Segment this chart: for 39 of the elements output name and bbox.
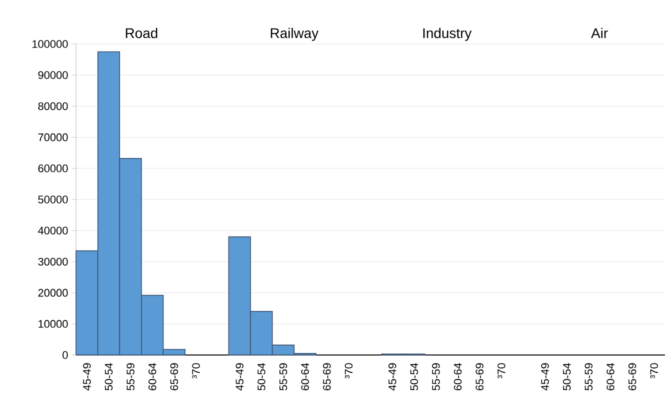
y-tick-label: 60000 [38,164,68,172]
x-tick-label: 50-54 [562,363,571,390]
x-tick-label: 50-54 [104,363,113,390]
x-tick-label: 60-64 [606,363,614,390]
x-tick-label: 65-69 [476,363,484,390]
text: Road [126,28,158,38]
x-tick-label: 65-69 [323,363,331,390]
y-tick-label: 50000 [38,196,68,204]
x-tick-label: 55-59 [584,363,593,390]
y-tick-label: 80000 [38,102,68,110]
x-tick-label: 60-64 [301,363,309,390]
x-tick-label: 55-59 [432,363,440,390]
x-tick-label: ³70 [192,363,200,378]
x-tick-label: 45-49 [236,363,244,391]
x-tick-label: ³70 [650,363,658,378]
y-tick-label: 20000 [38,288,68,297]
x-tick-label: ³70 [498,363,506,378]
text: Railway [270,28,319,41]
x-tick-label: 50-54 [258,363,266,390]
y-tick-label: 0 [62,351,68,359]
x-tick-label: 65-69 [170,363,178,390]
y-tick-label: 40000 [38,226,68,234]
x-tick-label: 60-64 [454,363,462,390]
x-tick-label: 50-54 [410,363,418,390]
x-tick-label: 45-49 [83,363,91,391]
x-tick-label: 55-59 [126,363,134,390]
y-tick-label: 10000 [38,320,68,328]
y-tick-label: 30000 [38,258,68,266]
text: Industry [423,28,472,41]
y-tick-label: 100000 [32,40,68,48]
x-tick-label: 55-59 [279,363,288,390]
y-tick-label: 70000 [38,133,68,142]
text: Air [591,28,608,38]
x-tick-label: 45-49 [388,363,396,391]
y-tick-label: 90000 [38,71,68,79]
x-tick-label: 60-64 [148,363,156,390]
x-tick-label: 65-69 [628,363,636,390]
x-tick-label: ³70 [344,363,353,378]
x-tick-label: 45-49 [541,363,549,391]
